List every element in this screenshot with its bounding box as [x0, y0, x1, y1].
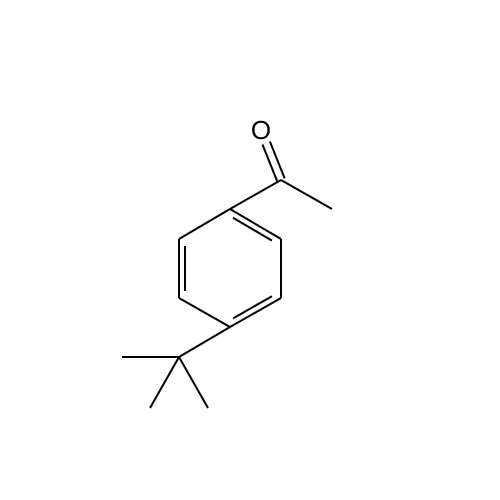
- bond-line: [179, 209, 230, 239]
- bond-line: [179, 357, 208, 408]
- bond-line: [262, 144, 277, 181]
- bond-line: [150, 357, 179, 408]
- bond-line: [281, 180, 332, 209]
- bond-line: [270, 142, 285, 179]
- atom-label: O: [251, 115, 271, 145]
- molecule-diagram: O: [0, 0, 500, 500]
- bond-line: [230, 209, 281, 239]
- bond-line: [179, 327, 230, 357]
- bond-line: [230, 180, 281, 209]
- bond-line: [230, 298, 281, 327]
- bond-line: [179, 298, 230, 327]
